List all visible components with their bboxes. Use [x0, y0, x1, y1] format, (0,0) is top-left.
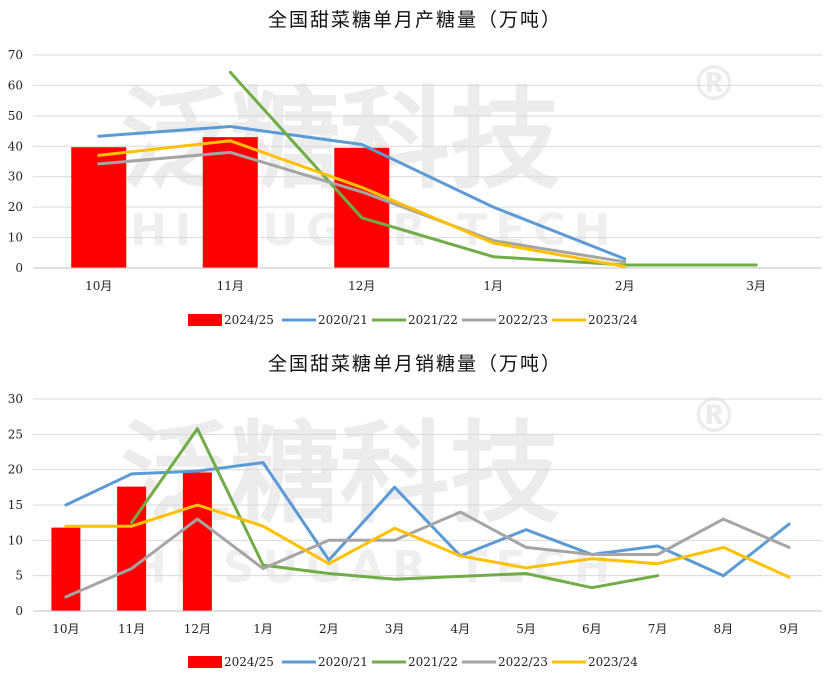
y-tick-label: 20	[8, 463, 23, 477]
x-tick-label: 2月	[615, 279, 635, 293]
production-chart: 全国甜菜糖单月产糖量（万吨） 0 10 20 30 40 50 60 70 10月 11月 12月 1…	[8, 9, 822, 327]
y-tick-label: 30	[8, 392, 23, 406]
y-tick-label: 15	[8, 498, 23, 512]
y-tick-label: 0	[15, 261, 23, 275]
legend-label: 2024/25	[224, 655, 274, 669]
x-tick-label: 1月	[253, 622, 273, 636]
legend-item-2023-24: 2023/24	[552, 655, 638, 669]
legend-label: 2023/24	[588, 313, 638, 327]
y-tick-label: 10	[8, 533, 23, 547]
bar-2024-25	[182, 472, 212, 611]
x-tick-label: 7月	[648, 622, 668, 636]
x-tick-label: 4月	[451, 622, 471, 636]
legend-label: 2024/25	[224, 313, 274, 327]
y-tick-label: 25	[8, 427, 23, 441]
line-2021-22	[130, 427, 660, 590]
line-2021-22	[228, 70, 758, 267]
y-tick-label: 60	[8, 78, 23, 92]
legend-label: 2020/21	[318, 655, 368, 669]
x-tick-label: 10月	[85, 279, 112, 293]
y-tick-label: 70	[8, 48, 23, 62]
chart-title: 全国甜菜糖单月销糖量（万吨）	[268, 353, 562, 375]
line-2023-24	[64, 503, 791, 579]
chart-title: 全国甜菜糖单月产糖量（万吨）	[268, 9, 562, 31]
x-tick-label: 5月	[516, 622, 536, 636]
sales-chart: 全国甜菜糖单月销糖量（万吨） 0 5 10 15 20 25 30 10月 11月 12月 1月 2月…	[8, 353, 822, 669]
legend-label: 2021/22	[408, 655, 458, 669]
x-tick-label: 1月	[483, 279, 503, 293]
legend-item-2021-22: 2021/22	[372, 655, 458, 669]
x-tick-label: 12月	[184, 622, 211, 636]
legend-label: 2021/22	[408, 313, 458, 327]
legend-item-2020-21: 2020/21	[282, 313, 368, 327]
y-tick-label: 40	[8, 139, 23, 153]
line-2020-21	[97, 125, 627, 261]
x-tick-label: 3月	[746, 279, 766, 293]
x-tick-label: 2月	[319, 622, 339, 636]
legend-swatch	[188, 656, 222, 668]
legend-swatch	[188, 314, 222, 326]
bar-2024-25	[334, 147, 390, 268]
legend-label: 2020/21	[318, 313, 368, 327]
y-tick-label: 10	[8, 231, 23, 245]
legend-label: 2022/23	[498, 313, 548, 327]
line-2020-21	[64, 461, 791, 578]
x-tick-label: 9月	[779, 622, 799, 636]
bar-2024-25	[71, 147, 127, 268]
line-2023-24	[97, 139, 627, 268]
legend-label: 2022/23	[498, 655, 548, 669]
legend-item-2024-25: 2024/25	[188, 313, 274, 327]
x-tick-label: 11月	[217, 279, 244, 293]
legend-item-2024-25: 2024/25	[188, 655, 274, 669]
legend-label: 2023/24	[588, 655, 638, 669]
line-2022-23	[97, 150, 627, 264]
legend-item-2021-22: 2021/22	[372, 313, 458, 327]
x-tick-label: 8月	[714, 622, 734, 636]
legend-item-2022-23: 2022/23	[462, 655, 548, 669]
y-tick-label: 50	[8, 109, 23, 123]
y-tick-label: 0	[15, 604, 23, 618]
bar-2024-25	[51, 527, 81, 611]
line-2022-23	[64, 510, 791, 599]
bar-2024-25	[117, 486, 147, 611]
x-tick-label: 6月	[582, 622, 602, 636]
legend-item-2023-24: 2023/24	[552, 313, 638, 327]
legend-item-2022-23: 2022/23	[462, 313, 548, 327]
y-tick-label: 30	[8, 170, 23, 184]
x-tick-label: 3月	[385, 622, 405, 636]
x-tick-label: 12月	[348, 279, 375, 293]
x-tick-label: 10月	[52, 622, 79, 636]
x-tick-label: 11月	[118, 622, 145, 636]
legend-item-2020-21: 2020/21	[282, 655, 368, 669]
y-tick-label: 5	[15, 569, 23, 583]
watermark-registered-mark: ®	[690, 56, 738, 112]
y-tick-label: 20	[8, 200, 23, 214]
watermark-registered-mark: ®	[690, 388, 738, 444]
